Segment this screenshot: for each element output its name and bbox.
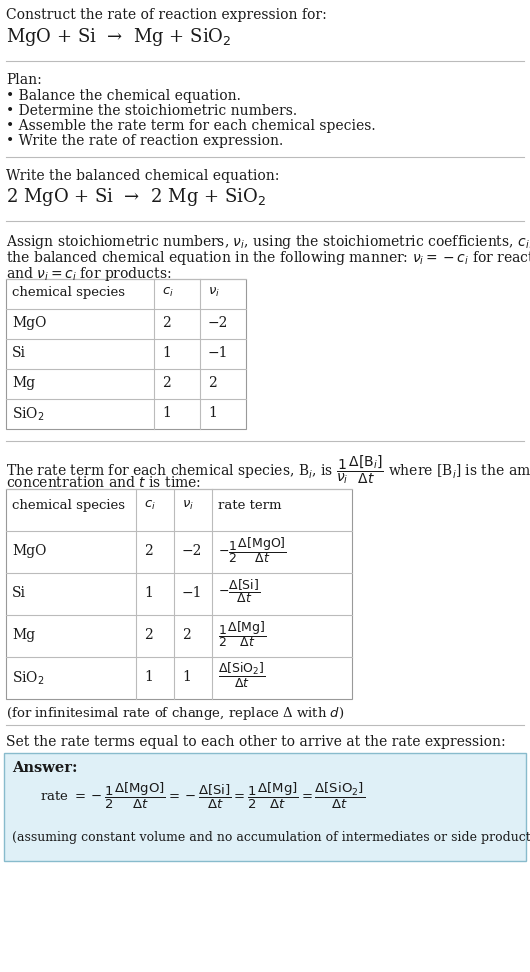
Text: Mg: Mg <box>12 376 35 390</box>
Text: 1: 1 <box>208 406 217 420</box>
Text: $\dfrac{\Delta[\mathrm{SiO_2}]}{\Delta t}$: $\dfrac{\Delta[\mathrm{SiO_2}]}{\Delta t… <box>218 661 266 690</box>
Text: $\nu_i$: $\nu_i$ <box>208 286 220 299</box>
Text: MgO: MgO <box>12 316 47 330</box>
Text: (for infinitesimal rate of change, replace Δ with $d$): (for infinitesimal rate of change, repla… <box>6 705 344 722</box>
Text: chemical species: chemical species <box>12 286 125 299</box>
Text: concentration and $t$ is time:: concentration and $t$ is time: <box>6 475 201 490</box>
Text: −2: −2 <box>182 544 202 558</box>
Text: 1: 1 <box>182 670 191 684</box>
Text: rate $= -\dfrac{1}{2}\dfrac{\Delta[\mathrm{MgO}]}{\Delta t} = -\dfrac{\Delta[\ma: rate $= -\dfrac{1}{2}\dfrac{\Delta[\math… <box>40 781 365 811</box>
Text: Si: Si <box>12 586 26 600</box>
Text: $-\dfrac{\Delta[\mathrm{Si}]}{\Delta t}$: $-\dfrac{\Delta[\mathrm{Si}]}{\Delta t}$ <box>218 577 260 605</box>
Text: the balanced chemical equation in the following manner: $\nu_i = -c_i$ for react: the balanced chemical equation in the fo… <box>6 249 530 267</box>
Text: $\dfrac{1}{2}\dfrac{\Delta[\mathrm{Mg}]}{\Delta t}$: $\dfrac{1}{2}\dfrac{\Delta[\mathrm{Mg}]}… <box>218 619 267 649</box>
Text: 1: 1 <box>144 670 153 684</box>
Text: The rate term for each chemical species, B$_i$, is $\dfrac{1}{\nu_i}\dfrac{\Delt: The rate term for each chemical species,… <box>6 453 530 486</box>
Text: Set the rate terms equal to each other to arrive at the rate expression:: Set the rate terms equal to each other t… <box>6 735 506 749</box>
Text: SiO$_2$: SiO$_2$ <box>12 406 45 424</box>
Bar <box>6 489 352 699</box>
Text: SiO$_2$: SiO$_2$ <box>12 670 45 687</box>
Text: Write the balanced chemical equation:: Write the balanced chemical equation: <box>6 169 279 183</box>
Text: 2: 2 <box>208 376 217 390</box>
Bar <box>6 279 246 429</box>
Text: • Determine the stoichiometric numbers.: • Determine the stoichiometric numbers. <box>6 104 297 118</box>
Text: • Write the rate of reaction expression.: • Write the rate of reaction expression. <box>6 134 283 148</box>
Text: (assuming constant volume and no accumulation of intermediates or side products): (assuming constant volume and no accumul… <box>12 831 530 844</box>
Text: MgO + Si  →  Mg + SiO$_2$: MgO + Si → Mg + SiO$_2$ <box>6 26 232 48</box>
Text: 2 MgO + Si  →  2 Mg + SiO$_2$: 2 MgO + Si → 2 Mg + SiO$_2$ <box>6 186 266 208</box>
Text: Plan:: Plan: <box>6 73 42 87</box>
Text: 2: 2 <box>144 628 153 642</box>
Text: Answer:: Answer: <box>12 761 77 775</box>
Text: 1: 1 <box>162 346 171 360</box>
Text: • Balance the chemical equation.: • Balance the chemical equation. <box>6 89 241 103</box>
Text: −1: −1 <box>182 586 202 600</box>
Text: chemical species: chemical species <box>12 499 125 512</box>
Text: Assign stoichiometric numbers, $\nu_i$, using the stoichiometric coefficients, $: Assign stoichiometric numbers, $\nu_i$, … <box>6 233 530 251</box>
Text: $c_i$: $c_i$ <box>162 286 174 299</box>
Text: $\nu_i$: $\nu_i$ <box>182 499 194 512</box>
Text: Construct the rate of reaction expression for:: Construct the rate of reaction expressio… <box>6 8 327 22</box>
Text: • Assemble the rate term for each chemical species.: • Assemble the rate term for each chemic… <box>6 119 376 133</box>
Text: 2: 2 <box>182 628 191 642</box>
Text: rate term: rate term <box>218 499 281 512</box>
Text: 2: 2 <box>162 316 171 330</box>
Text: Si: Si <box>12 346 26 360</box>
Text: −2: −2 <box>208 316 228 330</box>
Text: −1: −1 <box>208 346 228 360</box>
Text: 2: 2 <box>144 544 153 558</box>
Text: 1: 1 <box>162 406 171 420</box>
Text: Mg: Mg <box>12 628 35 642</box>
Text: 1: 1 <box>144 586 153 600</box>
Text: 2: 2 <box>162 376 171 390</box>
Text: $c_i$: $c_i$ <box>144 499 156 512</box>
Text: MgO: MgO <box>12 544 47 558</box>
Text: and $\nu_i = c_i$ for products:: and $\nu_i = c_i$ for products: <box>6 265 171 283</box>
Text: $-\dfrac{1}{2}\dfrac{\Delta[\mathrm{MgO}]}{\Delta t}$: $-\dfrac{1}{2}\dfrac{\Delta[\mathrm{MgO}… <box>218 535 287 565</box>
FancyBboxPatch shape <box>4 753 526 861</box>
